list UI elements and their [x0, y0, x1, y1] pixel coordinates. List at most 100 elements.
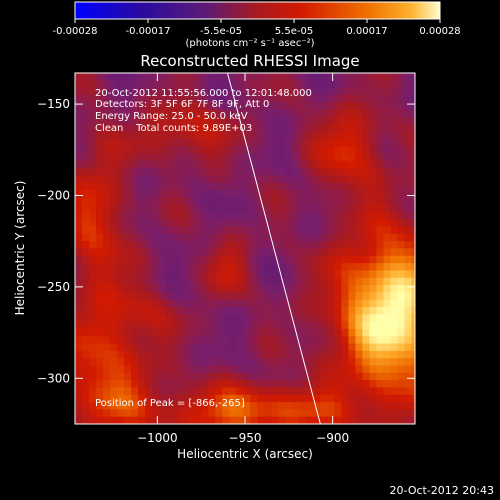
heatmap-cell [397, 255, 406, 264]
heatmap-cell [355, 343, 364, 352]
heatmap-cell [383, 402, 392, 410]
heatmap-cell [138, 292, 146, 301]
heatmap-cell [327, 270, 335, 279]
heatmap-cell [236, 124, 244, 133]
heatmap-cell [110, 160, 118, 169]
heatmap-cell [348, 372, 357, 381]
heatmap-cell [355, 270, 364, 279]
heatmap-cell [201, 138, 209, 147]
heatmap-cell [215, 131, 223, 140]
heatmap-cell [334, 226, 342, 235]
heatmap-cell [376, 328, 385, 337]
heatmap-cell [152, 73, 160, 81]
heatmap-cell [152, 131, 160, 140]
heatmap-cell [96, 204, 104, 213]
heatmap-cell [180, 358, 188, 367]
heatmap-cell [82, 102, 90, 111]
heatmap-cell [236, 277, 244, 286]
heatmap-cell [313, 175, 321, 184]
heatmap-cell [89, 109, 97, 118]
heatmap-cell [124, 350, 132, 359]
heatmap-cell [110, 80, 118, 89]
heatmap-cell [180, 116, 188, 125]
heatmap-cell [82, 343, 90, 352]
heatmap-cell [376, 255, 385, 264]
heatmap-cell [180, 131, 188, 140]
heatmap-cell [96, 211, 104, 220]
heatmap-cell [306, 387, 314, 396]
heatmap-cell [124, 219, 132, 228]
heatmap-cell [348, 80, 357, 89]
heatmap-cell [152, 387, 160, 396]
heatmap-cell [82, 233, 90, 242]
heatmap-cell [292, 299, 300, 308]
heatmap-cell [236, 190, 244, 198]
heatmap-cell [124, 416, 132, 424]
heatmap-cell [313, 299, 321, 308]
heatmap-cell [278, 109, 286, 118]
heatmap-cell [152, 182, 160, 191]
heatmap-cell [124, 131, 132, 140]
heatmap-cell [341, 241, 349, 250]
heatmap-cell [264, 394, 272, 403]
heatmap-cell [306, 80, 314, 89]
heatmap-cell [271, 94, 279, 103]
heatmap-cell [411, 94, 415, 103]
heatmap-cell [376, 321, 385, 330]
heatmap-cell [243, 175, 251, 184]
heatmap-cell [194, 146, 202, 155]
heatmap-cell [166, 270, 174, 279]
heatmap-cell [299, 146, 307, 155]
heatmap-cell [82, 255, 90, 264]
heatmap-cell [257, 233, 265, 242]
heatmap-cell [320, 124, 328, 133]
heatmap-cell [397, 292, 406, 301]
heatmap-cell [271, 409, 279, 418]
heatmap-cell [110, 343, 118, 352]
heatmap-cell [117, 109, 125, 118]
heatmap-cell [271, 168, 279, 176]
heatmap-cell [75, 328, 83, 337]
heatmap-cell [397, 263, 406, 272]
heatmap-cell [299, 241, 307, 250]
heatmap-cell [96, 307, 104, 315]
heatmap-cell [306, 328, 314, 337]
heatmap-cell [194, 190, 202, 198]
heatmap-cell [194, 328, 202, 337]
heatmap-cell [159, 146, 167, 155]
heatmap-cell [348, 116, 357, 125]
heatmap-cell [145, 94, 153, 103]
heatmap-cell [250, 87, 258, 96]
heatmap-cell [355, 255, 364, 264]
heatmap-cell [89, 380, 97, 389]
heatmap-cell [166, 416, 174, 424]
heatmap-cell [411, 190, 415, 198]
heatmap-cell [138, 336, 146, 345]
heatmap-cell [404, 263, 413, 272]
heatmap-cell [383, 109, 392, 118]
heatmap-cell [187, 255, 195, 264]
heatmap-cell [383, 350, 392, 359]
heatmap-cell [334, 190, 342, 198]
heatmap-cell [208, 168, 216, 176]
heatmap-cell [180, 175, 188, 184]
heatmap-cell [383, 124, 392, 133]
heatmap-cell [145, 358, 153, 367]
heatmap-cell [96, 102, 104, 111]
heatmap-cell [180, 211, 188, 220]
heatmap-cell [348, 226, 357, 235]
heatmap-cell [236, 219, 244, 228]
heatmap-cell [236, 321, 244, 330]
heatmap-cell [306, 314, 314, 323]
heatmap-cell [138, 402, 146, 410]
heatmap-cell [292, 190, 300, 198]
heatmap-cell [327, 211, 335, 220]
heatmap-cell [229, 175, 237, 184]
heatmap-cell [159, 160, 167, 169]
heatmap-cell [285, 402, 293, 410]
heatmap-cell [292, 350, 300, 359]
heatmap-cell [180, 146, 188, 155]
heatmap-cell [390, 175, 399, 184]
heatmap-cell [166, 233, 174, 242]
heatmap-cell [383, 153, 392, 162]
